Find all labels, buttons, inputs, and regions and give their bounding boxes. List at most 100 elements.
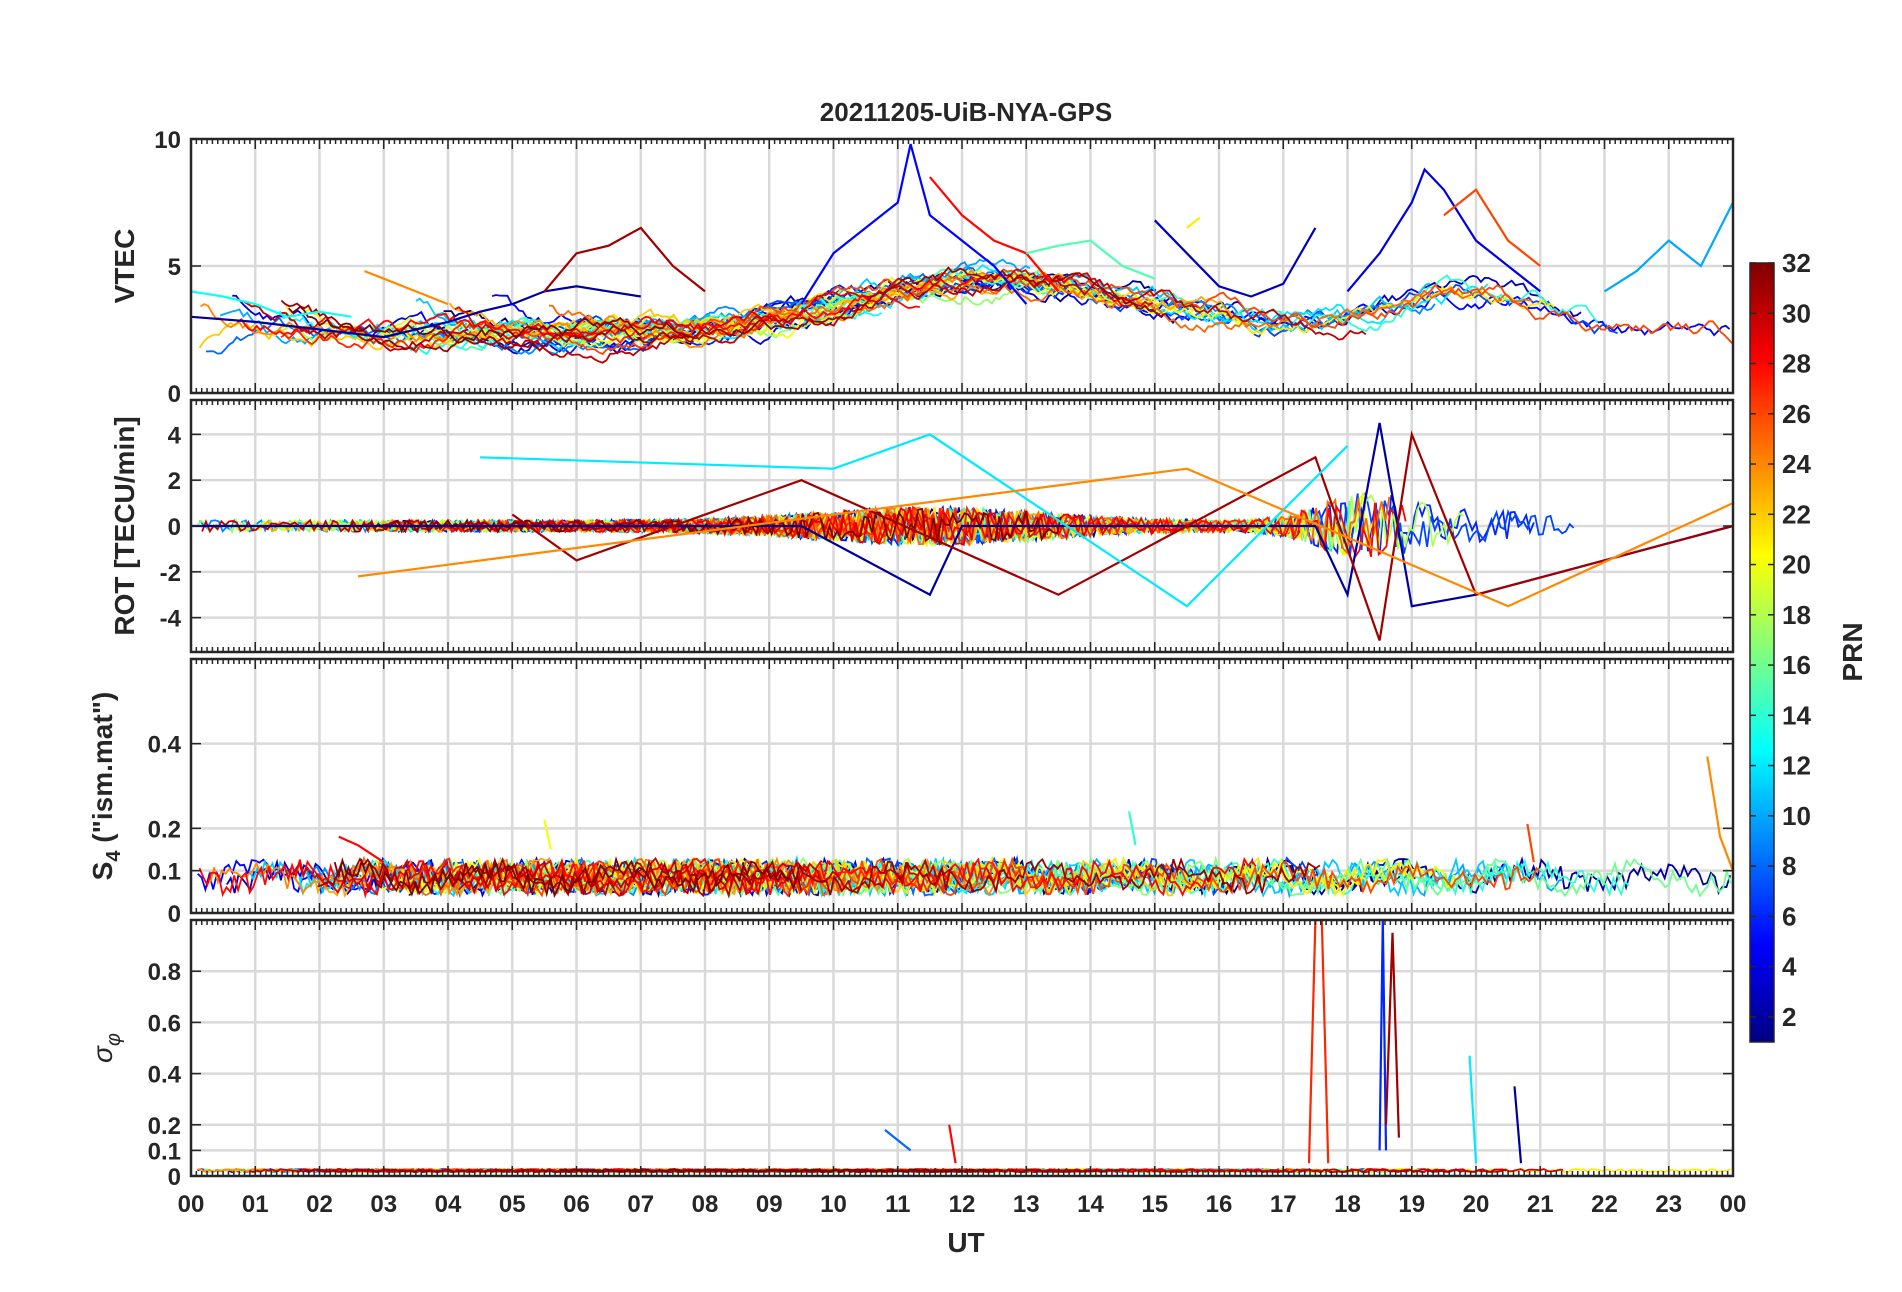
series-prn-27 xyxy=(1307,920,1330,1164)
series-prn-12 xyxy=(1468,1055,1478,1164)
series-prn-22-trace xyxy=(198,281,948,351)
colorbar-tick-label: 6 xyxy=(1782,901,1796,931)
y-tick-label: 0.4 xyxy=(148,1062,182,1089)
series-prn-2 xyxy=(1513,1086,1523,1164)
colorbar-tick-label: 16 xyxy=(1782,650,1811,680)
colorbar-tick-label: 12 xyxy=(1782,751,1811,781)
x-axis-ticks: 00 01 02 03 04 05 06 07 08 09 10 11 12 13 14 15 16 17 18 19… xyxy=(178,1191,1747,1218)
x-tick-label: 23 xyxy=(1655,1191,1682,1218)
panel-1-series xyxy=(191,143,1733,364)
y-tick-label: 4 xyxy=(168,422,182,449)
y-tick-label: 0.6 xyxy=(148,1010,181,1037)
panel-2: -4 -2 0 2 4 ROT [TECU/min] xyxy=(109,398,1735,654)
colorbar-tick-label: 10 xyxy=(1782,801,1811,831)
x-tick-label: 16 xyxy=(1206,1191,1233,1218)
series-prn-24 xyxy=(1706,756,1733,872)
x-tick-label: 17 xyxy=(1270,1191,1297,1218)
series-prn-26-trace xyxy=(525,268,1733,356)
y-axis-label: VTEC xyxy=(109,229,140,304)
y-axis-label: ROT [TECU/min] xyxy=(109,416,140,635)
x-tick-label: 13 xyxy=(1013,1191,1040,1218)
panel-1: 0 5 10 VTEC xyxy=(109,127,1735,408)
panel-2-series xyxy=(191,422,1733,641)
x-tick-label: 05 xyxy=(499,1191,526,1218)
x-tick-label: 11 xyxy=(885,1191,910,1218)
series-prn-28 xyxy=(929,176,1060,293)
colorbar-tick-label: 26 xyxy=(1782,399,1811,429)
colorbar-tick-label: 28 xyxy=(1782,349,1811,379)
panel-3: 0 0.1 0.2 0.4 S4 ("ism.mat") xyxy=(87,657,1735,928)
x-tick-label: 15 xyxy=(1141,1191,1168,1218)
series-prn-20 xyxy=(543,819,552,850)
y-tick-label: 0.1 xyxy=(148,1138,181,1165)
y-axis-label-subscript: 4 xyxy=(103,850,125,862)
panel-3-series xyxy=(197,756,1733,899)
series-prn-28 xyxy=(338,835,385,864)
series-prn-20-trace xyxy=(571,272,1246,346)
series-prn-24 xyxy=(357,467,1733,608)
colorbar-tick-label: 18 xyxy=(1782,600,1811,630)
series-prn-31 xyxy=(511,430,1733,641)
series-prn-8 xyxy=(884,1129,912,1152)
colorbar-tick-label: 22 xyxy=(1782,499,1811,529)
x-tick-label: 03 xyxy=(370,1191,397,1218)
series-prn-32-trace xyxy=(333,856,803,899)
series-prn-29-trace xyxy=(454,268,1154,340)
y-tick-label: 5 xyxy=(168,254,181,281)
series-prn-15 xyxy=(1026,239,1156,280)
x-tick-label: 22 xyxy=(1591,1191,1618,1218)
x-tick-label: 21 xyxy=(1527,1191,1554,1218)
colorbar-tick-label: 14 xyxy=(1782,700,1811,730)
x-tick-label: 18 xyxy=(1334,1191,1361,1218)
y-tick-label: 0.2 xyxy=(148,1113,181,1140)
series-prn-28 xyxy=(948,1124,957,1164)
x-axis-label: UT xyxy=(947,1227,984,1258)
series-prn-2 xyxy=(191,285,641,339)
series-prn-3 xyxy=(1154,219,1317,298)
y-axis-label-subscript: φ xyxy=(103,1033,125,1046)
series-prn-2 xyxy=(191,422,1733,608)
series-prn-32-trace xyxy=(288,305,690,344)
series-prn-10 xyxy=(1603,202,1733,293)
x-tick-label: 02 xyxy=(306,1191,333,1218)
y-tick-label: 0.8 xyxy=(148,959,181,986)
x-tick-label: 00 xyxy=(1720,1191,1747,1218)
x-tick-label: 08 xyxy=(692,1191,719,1218)
y-tick-label: 10 xyxy=(154,127,181,154)
colorbar-tick-label: 20 xyxy=(1782,550,1811,580)
series-prn-14 xyxy=(1128,811,1137,846)
y-tick-label: 0 xyxy=(168,1164,181,1191)
chart-title: 20211205-UiB-NYA-GPS xyxy=(820,97,1112,127)
y-tick-label: -2 xyxy=(160,560,181,587)
series-prn-31-trace xyxy=(280,266,1165,353)
series-prn-28-trace xyxy=(236,292,920,341)
series-prn-32-trace xyxy=(559,1168,992,1174)
series-prn-31 xyxy=(1384,932,1400,1138)
panel-4: 00.10.2 0.4 0.6 0.8 σφ xyxy=(87,918,1735,1191)
series-prn-26 xyxy=(1526,823,1535,863)
y-tick-label: 0.2 xyxy=(148,816,181,843)
y-axis-label-main: σ xyxy=(87,1045,118,1063)
y-tick-label: 0 xyxy=(168,901,181,928)
x-tick-label: 00 xyxy=(178,1191,205,1218)
x-tick-label: 09 xyxy=(756,1191,783,1218)
x-tick-label: 10 xyxy=(820,1191,847,1218)
x-tick-label: 01 xyxy=(242,1191,269,1218)
colorbar-tick-label: 32 xyxy=(1782,248,1811,278)
x-tick-label: 06 xyxy=(563,1191,590,1218)
y-tick-label: 0 xyxy=(168,514,181,541)
y-tick-label: 0 xyxy=(168,381,181,408)
series-prn-31-trace xyxy=(317,856,1321,898)
series-prn-6 xyxy=(1378,920,1388,1151)
colorbar-gradient xyxy=(1749,262,1775,1043)
y-axis-label: σφ xyxy=(87,1033,125,1063)
series-prn-21 xyxy=(1186,216,1201,229)
y-tick-label: 0.4 xyxy=(148,732,182,759)
colorbar-tick-label: 8 xyxy=(1782,851,1796,881)
y-axis-label-rest: ("ism.mat") xyxy=(87,692,118,851)
series-prn-24 xyxy=(364,270,449,306)
x-tick-label: 20 xyxy=(1463,1191,1490,1218)
